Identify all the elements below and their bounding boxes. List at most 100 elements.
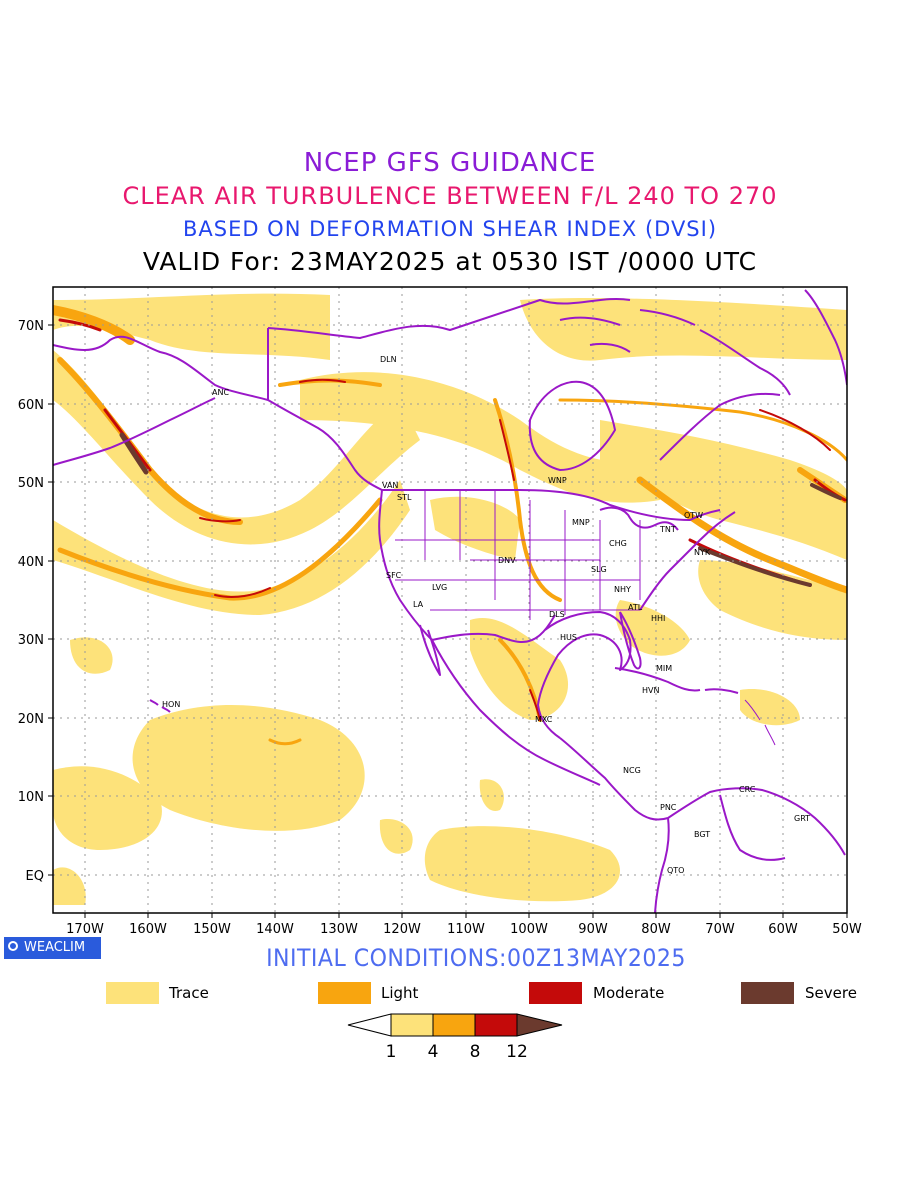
lon-label: 50W <box>832 922 862 937</box>
hudson-bay <box>528 380 616 471</box>
aleutian-chain <box>53 397 216 466</box>
legend-swatch-trace <box>106 982 159 1004</box>
labrador-coast <box>659 392 781 461</box>
legend-label-trace: Trace <box>169 984 209 1002</box>
logo-text: WEACLIM <box>24 940 86 955</box>
lon-label: 100W <box>510 922 548 937</box>
baja-peninsula <box>419 624 441 676</box>
arctic-coast <box>267 298 631 339</box>
legend-label-light: Light <box>381 984 419 1002</box>
logo-ring-icon <box>8 941 18 951</box>
greenland <box>804 289 847 386</box>
cuba <box>614 667 701 692</box>
station-labels: DLN ANC VAN STL WNP MNP OTW TNT NYK CHG … <box>162 355 810 875</box>
colorbar-trace <box>390 1013 434 1037</box>
title-valid-time: VALID For: 23MAY2025 at 0530 IST /0000 U… <box>142 247 758 276</box>
lon-label: 90W <box>578 922 608 937</box>
central-america <box>559 737 669 821</box>
weaclim-logo: WEACLIM <box>4 937 101 959</box>
legend-swatch-moderate <box>529 982 582 1004</box>
lon-label: 80W <box>641 922 671 937</box>
us-state-lines <box>395 490 641 620</box>
station-label: PNC <box>660 803 677 812</box>
station-label: CHG <box>609 539 627 548</box>
station-label: CRC <box>739 785 756 794</box>
colorbar-under-arrow <box>347 1013 392 1037</box>
station-label: HON <box>162 700 180 709</box>
station-label: NYK <box>694 548 711 557</box>
florida <box>619 611 642 670</box>
station-label: LA <box>413 600 424 609</box>
severe-turbulence-cores <box>119 432 842 587</box>
legend-label-moderate: Moderate <box>593 984 665 1002</box>
trace-turbulence-areas <box>53 293 847 905</box>
station-label: HVN <box>642 686 659 695</box>
mexico-us-border <box>431 614 556 644</box>
initial-conditions: INITIAL CONDITIONS:00Z13MAY2025 <box>266 944 686 972</box>
coastlines-borders <box>53 289 847 913</box>
lon-label: 160W <box>129 922 167 937</box>
south-america-north <box>667 787 846 856</box>
station-label: OTW <box>684 511 703 520</box>
hispaniola <box>704 688 739 694</box>
station-label: MNP <box>572 518 590 527</box>
station-label: DLN <box>380 355 397 364</box>
latitude-labels: 70N 60N 50N 40N 30N 20N 10N EQ <box>18 319 44 884</box>
venezuela-colombia-border <box>719 794 786 861</box>
colorbar-over-arrow <box>516 1013 563 1037</box>
lon-label: 130W <box>320 922 358 937</box>
station-label: SFC <box>386 571 402 580</box>
lon-label: 120W <box>383 922 421 937</box>
lat-label: 60N <box>18 398 44 413</box>
station-label: LVG <box>432 583 447 592</box>
axis-ticks <box>48 324 848 918</box>
lon-label: 70W <box>705 922 735 937</box>
lon-label: 140W <box>256 922 294 937</box>
station-label: BGT <box>694 830 710 839</box>
lat-label: 50N <box>18 476 44 491</box>
lon-label: 60W <box>768 922 798 937</box>
station-label: DNV <box>498 556 516 565</box>
colorbar: 1 4 8 12 <box>347 1013 563 1062</box>
lon-label: 150W <box>193 922 231 937</box>
alaska-coast <box>53 335 383 491</box>
great-lakes <box>599 506 679 531</box>
lon-label: 110W <box>447 922 485 937</box>
lat-label: 10N <box>18 790 44 805</box>
station-label: TNT <box>659 525 676 534</box>
lat-label: 70N <box>18 319 44 334</box>
title-method: BASED ON DEFORMATION SHEAR INDEX (DVSI) <box>182 217 718 241</box>
station-label: SLG <box>591 565 607 574</box>
legend-label-severe: Severe <box>805 984 857 1002</box>
station-label: GRT <box>794 814 810 823</box>
lon-label: 170W <box>66 922 104 937</box>
station-label: NHY <box>614 585 631 594</box>
colorbar-light <box>432 1013 476 1037</box>
lat-label: 40N <box>18 555 44 570</box>
station-label: ANC <box>212 388 229 397</box>
station-label: ATL <box>628 603 643 612</box>
colorbar-tick: 8 <box>470 1042 481 1062</box>
canada-us-border <box>382 488 721 521</box>
map-plot-area: DLN ANC VAN STL WNP MNP OTW TNT NYK CHG … <box>53 287 847 913</box>
gulf-of-mexico-coast <box>537 611 632 739</box>
station-label: VAN <box>382 481 398 490</box>
station-label: HUS <box>560 633 577 642</box>
legend-swatch-severe <box>741 982 794 1004</box>
mexico-pacific-coast <box>431 639 601 786</box>
station-label: DLS <box>549 610 565 619</box>
south-america-west <box>654 817 670 913</box>
station-label: MXC <box>535 715 553 724</box>
lat-label: EQ <box>26 869 44 884</box>
station-label: MIM <box>656 664 672 673</box>
legend-swatch-light <box>318 982 371 1004</box>
station-label: QTO <box>667 866 684 875</box>
us-west-coast <box>378 489 433 641</box>
lat-label: 20N <box>18 712 44 727</box>
plot-frame <box>52 286 848 914</box>
us-east-coast <box>639 511 736 611</box>
colorbar-moderate <box>474 1013 518 1037</box>
longitude-labels: 170W 160W 150W 140W 130W 120W 110W 100W … <box>66 922 862 937</box>
canadian-arctic-archipelago <box>559 309 696 353</box>
